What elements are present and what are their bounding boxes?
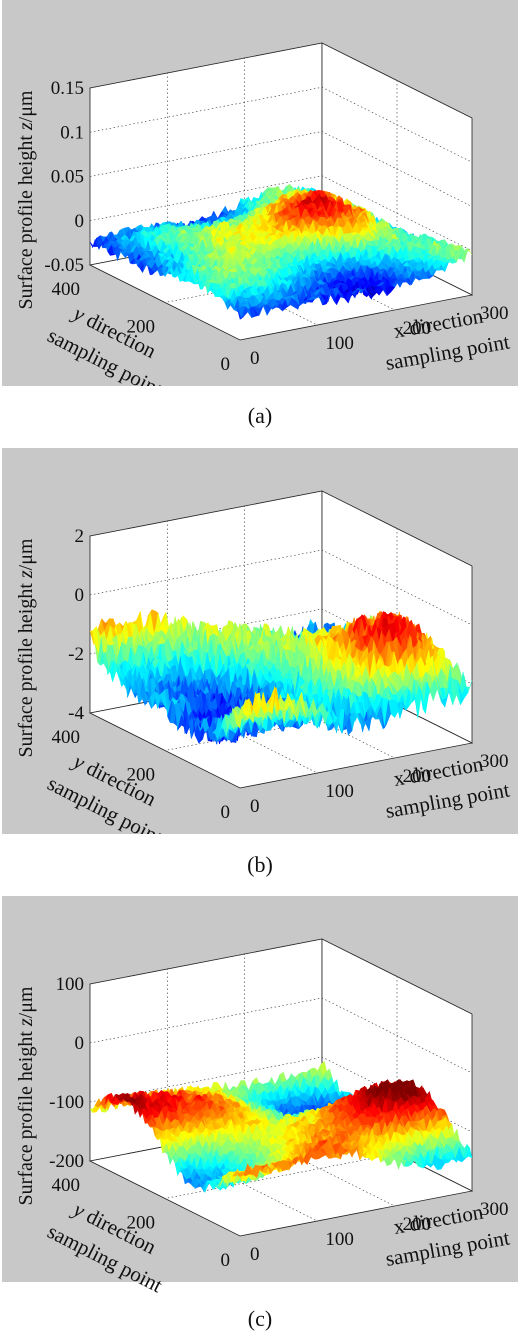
z-grid-line <box>89 549 473 626</box>
x-tick-label: 300 <box>480 303 509 324</box>
z-grid-line <box>89 131 473 207</box>
z-tick-label: 0 <box>75 211 85 232</box>
z-axis-label-var: z <box>15 122 37 131</box>
z-tick-label: -0.05 <box>44 255 84 276</box>
y-tick-label: 200 <box>127 317 156 338</box>
surface <box>89 183 473 320</box>
z-axis-label: Surface profile height z/μm <box>15 90 37 309</box>
caption-a: (a) <box>247 403 273 428</box>
y-floor-grid-line <box>164 257 398 303</box>
z-axis-label-prefix: Surface profile height <box>15 130 37 309</box>
x-tick-label: 100 <box>325 333 354 354</box>
surface-plot-panel-b: -4 -2 0 2 0 100 200 300 0 200 400 Surface profile h… <box>2 448 518 834</box>
z-tick-label: 0.15 <box>51 78 84 99</box>
y-tick-label: 400 <box>52 279 81 300</box>
x-tick-label: 200 <box>403 318 432 339</box>
z-grid-line <box>89 175 473 252</box>
surface-facet <box>237 309 245 320</box>
y-tick-label: 0 <box>221 354 231 375</box>
x-tick-label: 0 <box>250 348 260 369</box>
z-grid-line <box>89 86 473 163</box>
z-grid-line <box>89 42 473 119</box>
z-tick-label: 0.1 <box>60 122 84 143</box>
surface-plot-panel-a: -0.05 0 0.05 0.1 0.15 0 100 200 300 0 200 400 Surfac… <box>2 0 518 386</box>
z-axis-label-suffix: /μm <box>15 90 37 122</box>
z-tick-label: 0.05 <box>51 167 84 188</box>
y-floor-grid-line <box>164 705 398 751</box>
surface-plot-a: -0.05 0 0.05 0.1 0.15 0 100 200 300 0 200 400 Surfac… <box>15 42 512 386</box>
z-grid-line <box>89 490 473 567</box>
surface <box>89 608 473 746</box>
